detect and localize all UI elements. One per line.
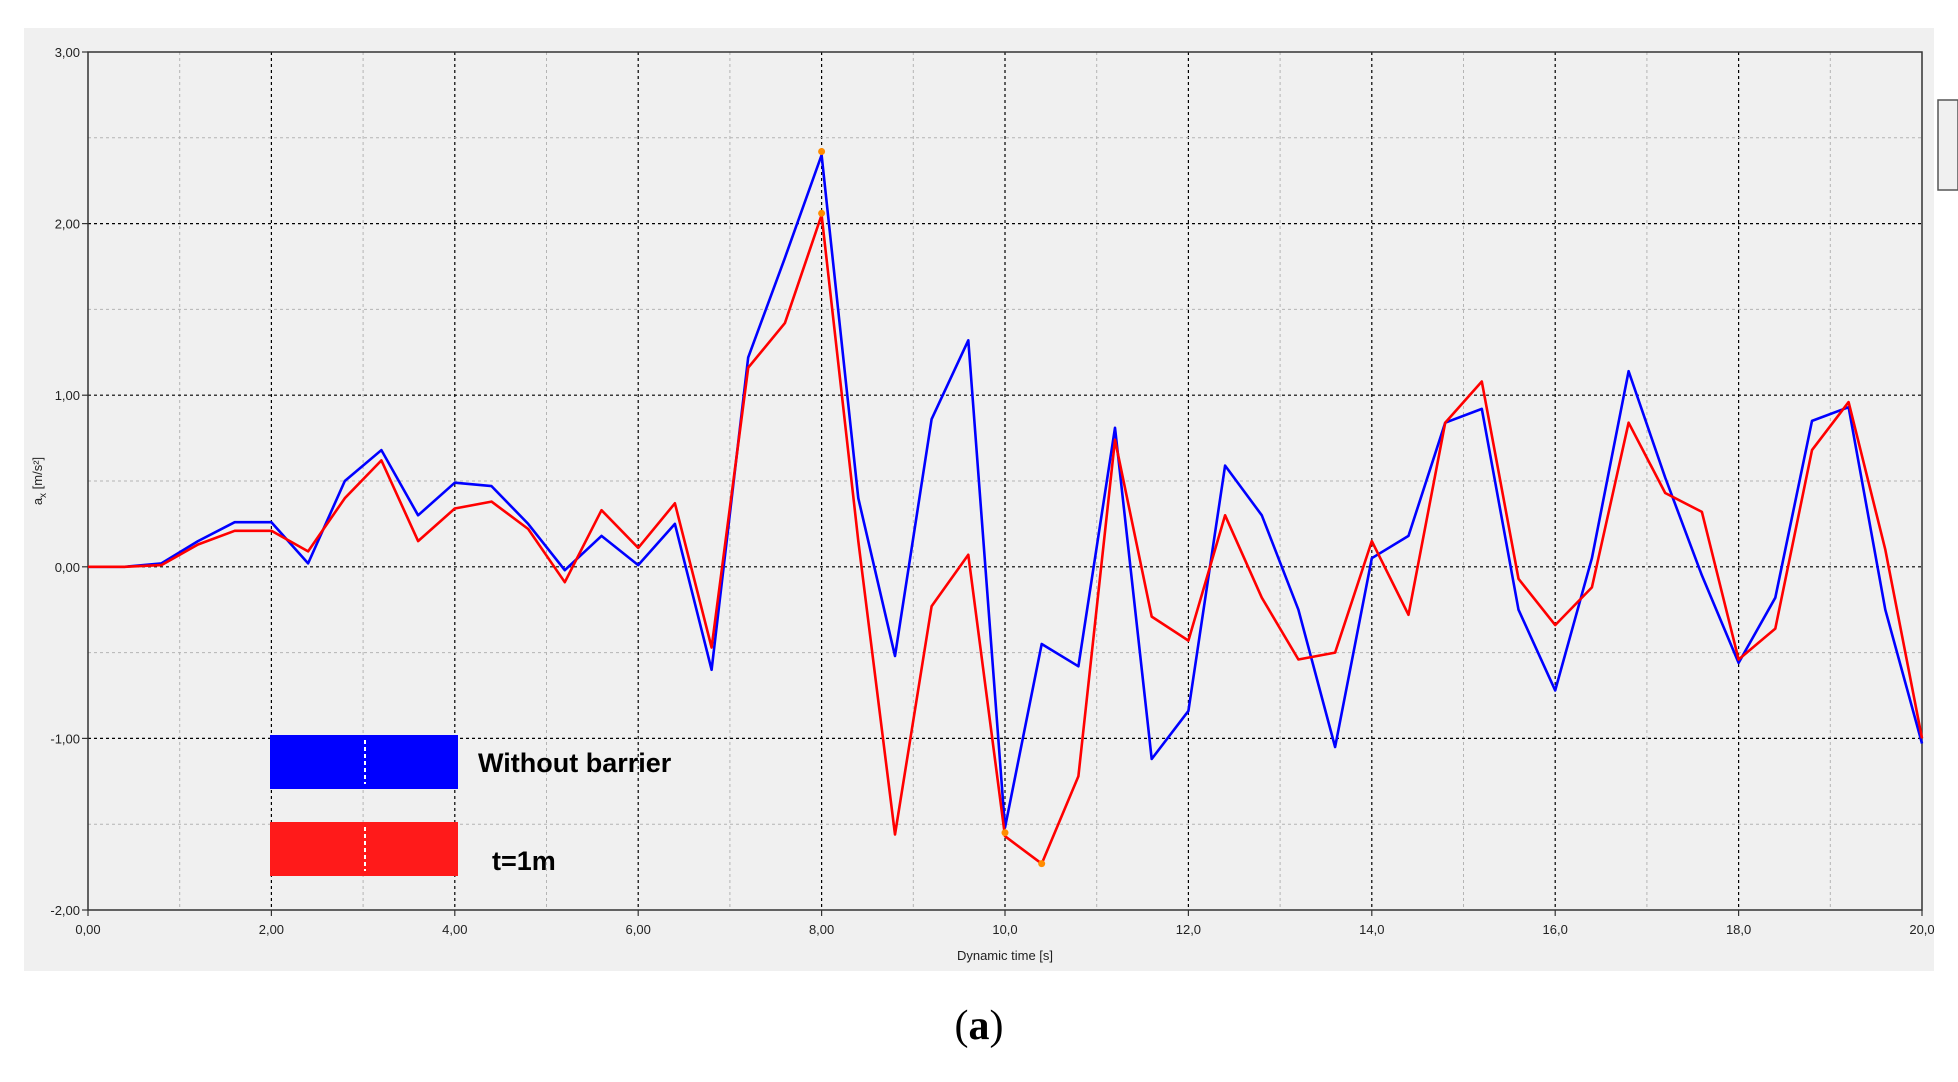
x-axis-label: Dynamic time [s] [957, 948, 1053, 963]
x-tick-label: 4,00 [442, 922, 467, 937]
y-tick-label: 1,00 [55, 388, 80, 403]
figure-caption: (a) [0, 1002, 1958, 1050]
x-tick-label: 18,0 [1726, 922, 1751, 937]
y-tick-label: 2,00 [55, 217, 80, 232]
x-tick-label: 0,00 [75, 922, 100, 937]
y-tick-label: 3,00 [55, 45, 80, 60]
x-tick-label: 2,00 [259, 922, 284, 937]
caption-close-paren: ) [989, 1003, 1004, 1049]
y-tick-label: 0,00 [55, 560, 80, 575]
axis-ticks: 0,00 2,00 4,00 6,00 8,00 10,0 12,0 14,0 16,0 18,0… [50, 45, 1934, 937]
x-tick-label: 8,00 [809, 922, 834, 937]
legend-item-t1m: t=1m [270, 822, 556, 876]
highlight-point [1038, 860, 1046, 868]
acceleration-chart: 0,00 2,00 4,00 6,00 8,00 10,0 12,0 14,0 16,0 18,0… [24, 28, 1958, 971]
highlight-point [818, 148, 826, 156]
x-tick-label: 20,0 [1909, 922, 1934, 937]
highlight-markers [818, 148, 1046, 868]
legend-label-t1m: t=1m [492, 846, 556, 876]
y-tick-label: -1,00 [50, 731, 80, 746]
x-tick-label: 12,0 [1176, 922, 1201, 937]
y-tick-label: -2,00 [50, 903, 80, 918]
legend-item-without-barrier: Without barrier [270, 735, 672, 789]
side-panel-edge [1937, 99, 1958, 191]
highlight-point [1001, 829, 1009, 837]
x-tick-label: 14,0 [1359, 922, 1384, 937]
x-tick-label: 10,0 [992, 922, 1017, 937]
legend-label-without-barrier: Without barrier [478, 748, 672, 778]
caption-letter: a [968, 1003, 990, 1049]
x-tick-label: 16,0 [1543, 922, 1568, 937]
y-axis-label: ax [m/s²] [30, 457, 49, 505]
legend: Without barrier t=1m [270, 735, 672, 876]
y-axis-label-sub: x [38, 493, 49, 498]
y-axis-label-unit: [m/s²] [30, 457, 45, 493]
highlight-point [818, 209, 826, 217]
x-tick-label: 6,00 [626, 922, 651, 937]
caption-open-paren: ( [954, 1003, 969, 1049]
y-axis-label-main: a [30, 497, 45, 505]
